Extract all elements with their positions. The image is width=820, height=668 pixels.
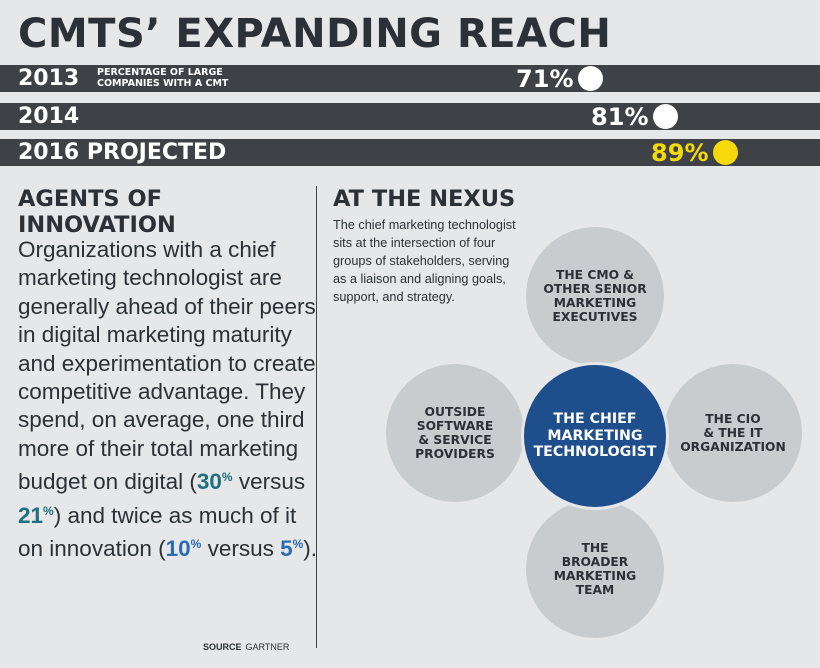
bar-category-label: 2013: [18, 66, 80, 91]
right-body-text: The chief marketing technologist sits at…: [333, 218, 516, 304]
stat-innovation-cmt: 10%: [165, 536, 202, 562]
bar-dot-marker: [577, 66, 603, 91]
bar-value-label: 89%: [651, 139, 709, 167]
stat-innovation-peers: 5%: [280, 536, 304, 562]
node-cio: THE CIO & THE IT ORGANIZATION: [664, 364, 802, 502]
connector-text: versus: [232, 469, 306, 495]
body-text-2: ) and twice as much of it on innovation …: [18, 502, 297, 562]
bar-note: PERCENTAGE OF LARGE COMPANIES WITH A CMT: [97, 67, 229, 89]
stat-digital-peers: 21%: [18, 502, 54, 528]
bar-category-label: 2014: [18, 104, 80, 129]
stat-digital-cmt: 30%: [196, 469, 233, 495]
node-chief-marketing-technologist: THE CHIEF MARKETING TECHNOLOGIST: [521, 362, 669, 510]
left-heading: AGENTS OF INNOVATION: [18, 186, 176, 238]
source-credit: SOURCE GARTNER: [203, 642, 289, 652]
body-text-3: ).: [303, 536, 318, 562]
connector-text: versus: [201, 536, 281, 562]
bar-value-label: 81%: [591, 103, 649, 131]
node-providers: OUTSIDE SOFTWARE & SERVICE PROVIDERS: [386, 364, 524, 502]
page-title: CMTS’ EXPANDING REACH: [18, 11, 612, 57]
body-text-1: Organizations with a chief marketing tec…: [18, 237, 316, 495]
bar-dot-marker: [652, 104, 678, 129]
node-cmo: THE CMO & OTHER SENIOR MARKETING EXECUTI…: [526, 227, 664, 365]
bar-dot-marker: [712, 140, 738, 165]
bar-category-label: 2016 PROJECTED: [18, 140, 227, 165]
bar-row: 2013 PERCENTAGE OF LARGE COMPANIES WITH A…: [0, 65, 820, 93]
node-marketing-team: THE BROADER MARKETING TEAM: [526, 500, 664, 638]
source-label: SOURCE: [203, 642, 242, 652]
bar-value-label: 71%: [516, 65, 574, 93]
column-divider: [316, 186, 317, 648]
source-value: GARTNER: [245, 642, 290, 652]
right-heading: AT THE NEXUS: [333, 186, 516, 212]
bar-row: 2016 PROJECTED 89%: [0, 139, 820, 167]
bar-row: 2014 81%: [0, 103, 820, 131]
left-body-text: Organizations with a chief marketing tec…: [18, 236, 318, 563]
